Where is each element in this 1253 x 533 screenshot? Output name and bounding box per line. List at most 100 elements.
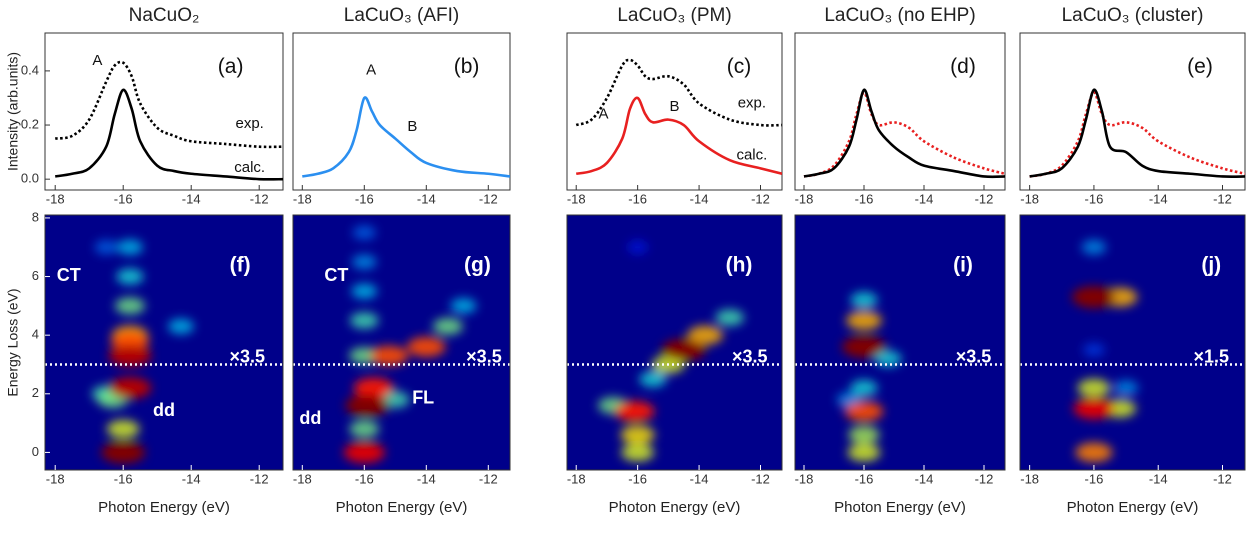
lines (302, 96, 510, 178)
x-tick-label: -16 (114, 191, 133, 206)
y-axis-label: Intensity (arb.units) (5, 52, 21, 171)
intensity-spot (101, 441, 146, 464)
intensity-spot (874, 350, 902, 367)
intensity-spot (1083, 342, 1105, 357)
panel: -18 -16 -14 -12 Photon Energy (eV) (j) ×1.5 (1019, 214, 1246, 516)
x-tick-label: -16 (855, 191, 874, 206)
x-tick-label: -18 (46, 471, 65, 486)
spot-layer (836, 292, 902, 462)
x-tick-label: -18 (567, 191, 586, 206)
x-tick-label: -16 (114, 471, 133, 486)
intensity-spot (715, 309, 745, 326)
x-tick-label: -12 (479, 471, 498, 486)
annotation: B (407, 118, 417, 135)
annotation: ×3.5 (230, 347, 266, 367)
spectrum-line (803, 91, 1005, 178)
spectrum-line (575, 96, 782, 176)
intensity-spot (1077, 378, 1111, 397)
x-axis-label: Photon Energy (eV) (1067, 499, 1199, 516)
intensity-spot (842, 335, 886, 358)
panel-label: (f) (230, 254, 251, 277)
y-tick-label: 4 (32, 327, 39, 342)
x-tick-label: -16 (628, 471, 647, 486)
plot-frame (794, 214, 1006, 471)
annotation: A (92, 52, 102, 69)
intensity-spot (620, 425, 655, 445)
panel-title: LaCuO₃ (PM) (617, 5, 731, 26)
x-axis-label: Photon Energy (eV) (98, 499, 230, 516)
intensity-spot (614, 401, 655, 422)
y-tick-label: 0.4 (21, 62, 39, 77)
intensity-spot (621, 443, 655, 462)
x-tick-label: -14 (690, 191, 709, 206)
intensity-spot (433, 317, 463, 335)
spots (1071, 239, 1139, 463)
heatmap-background (293, 215, 510, 470)
intensity-spot (1113, 380, 1139, 396)
intensity-spot (850, 379, 878, 396)
x-tick-label: -12 (250, 471, 269, 486)
spectrum-line (54, 88, 283, 181)
intensity-spot (844, 401, 884, 422)
y-tick-label: 0.2 (21, 116, 39, 131)
heatmap-background (795, 215, 1005, 470)
x-tick-label: -12 (1213, 191, 1232, 206)
y-tick-label: 0.0 (21, 171, 39, 186)
x-tick-label: -12 (751, 471, 770, 486)
spot-layer (1071, 239, 1139, 463)
intensity-spot (407, 336, 446, 357)
annotation: dd (299, 408, 321, 428)
x-tick-label: -18 (1020, 471, 1039, 486)
plot-frame (566, 214, 783, 471)
spots (836, 292, 902, 462)
intensity-spot (352, 254, 377, 270)
panel-label: (b) (454, 55, 480, 78)
annotation: FL (412, 387, 434, 407)
panel-label: (c) (727, 55, 752, 78)
intensity-spot (108, 344, 152, 367)
intensity-spot (687, 325, 724, 345)
spectrum-line (302, 96, 510, 178)
x-tick-label: -16 (1085, 191, 1104, 206)
plot-frame (44, 32, 284, 191)
x-tick-label: -18 (795, 471, 814, 486)
spectrum-line (1029, 88, 1245, 178)
spectrum-line (803, 88, 1005, 179)
intensity-spot (353, 377, 394, 399)
intensity-spot (343, 441, 385, 463)
panel-title: NaCuO₂ (129, 5, 200, 26)
intensity-spot (168, 318, 194, 335)
intensity-spot (639, 371, 667, 388)
annotation: exp. (738, 95, 766, 112)
intensity-spot (1081, 239, 1107, 255)
x-axis-label: Photon Energy (eV) (609, 499, 741, 516)
lines (575, 58, 782, 176)
x-tick-label: -14 (417, 191, 436, 206)
panel-label: (e) (1187, 55, 1213, 78)
lines (54, 60, 283, 181)
intensity-spot (345, 394, 390, 417)
panel-label: (g) (464, 254, 491, 277)
panel-title: LaCuO₃ (AFI) (344, 5, 459, 26)
annotation: B (669, 98, 679, 115)
x-tick-label: -16 (355, 191, 374, 206)
spot-layer (343, 225, 477, 463)
annotation: ×1.5 (1193, 347, 1229, 367)
x-tick-label: -14 (915, 191, 934, 206)
heatmap-background (45, 215, 283, 470)
intensity-spot (351, 283, 378, 299)
plot-frame (566, 32, 783, 191)
panel-label: (i) (953, 254, 973, 277)
spot-layer (91, 239, 194, 464)
x-tick-label: -18 (293, 191, 312, 206)
plot-frame (44, 214, 284, 471)
panel: -18 -16 -14 -12 Photon Energy (eV) (g) CT ×3.5 F… (292, 214, 511, 516)
x-tick-label: -18 (1020, 191, 1039, 206)
x-tick-label: -18 (795, 191, 814, 206)
panel: -18 -16 -14 -12 Photon Energy (eV) (i) ×3.5 (794, 214, 1006, 516)
panel-label: (h) (726, 254, 753, 277)
annotation: calc. (234, 159, 265, 176)
x-tick-label: -18 (567, 471, 586, 486)
